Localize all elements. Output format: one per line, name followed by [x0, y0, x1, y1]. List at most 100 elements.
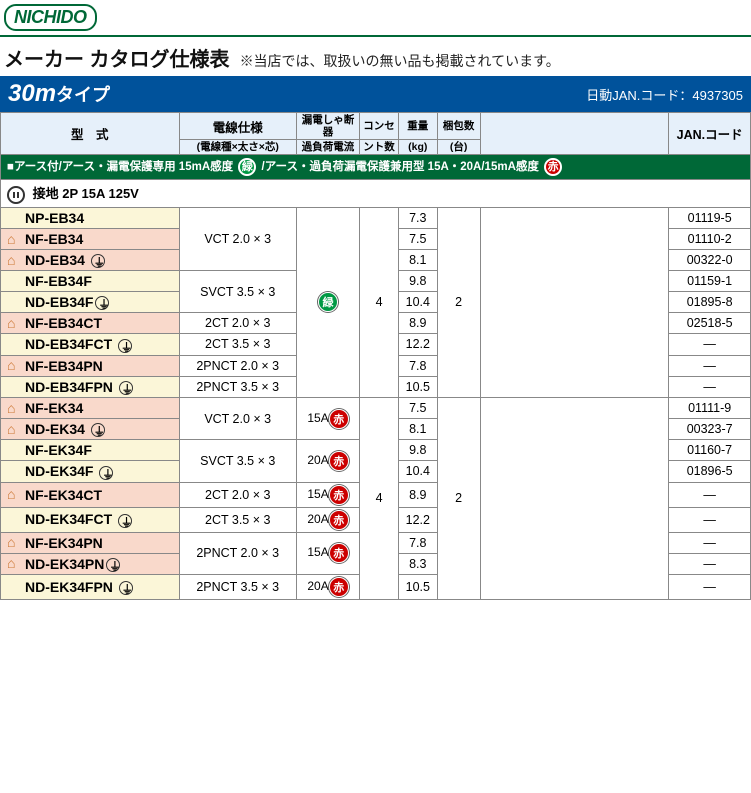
green-circle-icon: 緑 [318, 292, 338, 312]
jan-cell: 01111-9 [669, 397, 751, 418]
category-band: ■アース付/アース・漏電保護専用 15mA感度 緑 /アース・過負荷漏電保護兼用… [1, 155, 751, 180]
weight-cell: 10.5 [398, 376, 437, 397]
breaker-cell: 緑 [296, 207, 359, 397]
outlets-cell: 4 [360, 207, 399, 397]
red-circle-icon: 赤 [329, 577, 349, 597]
pack-cell: 2 [437, 397, 480, 599]
wire-cell: 2PNCT 3.5 × 3 [179, 376, 296, 397]
th-outlets-1: コンセ [360, 113, 399, 140]
model: NF-EK34 [25, 400, 83, 416]
plug-icon [7, 186, 25, 204]
subhead-text: 接地 2P 15A 125V [33, 186, 139, 201]
outlets-cell: 4 [360, 397, 399, 599]
reel-icon [7, 558, 22, 571]
spec-table: 型 式 電線仕様 漏電しゃ断器 コンセ 重量 梱包数 JAN.コード (電線種×… [0, 112, 751, 600]
model: NF-EB34 [25, 231, 83, 247]
pack-cell: 2 [437, 207, 480, 397]
subheader-row: 接地 2P 15A 125V [1, 180, 751, 208]
jan-cell: — [669, 532, 751, 553]
weight-cell: 9.8 [398, 271, 437, 292]
earth-icon [119, 381, 133, 395]
breaker-val: 20A [307, 453, 328, 467]
th-blank [480, 113, 669, 155]
wire-cell: 2PNCT 3.5 × 3 [179, 574, 296, 599]
jan-cell: 01160-7 [669, 440, 751, 461]
weight-cell: 7.3 [398, 207, 437, 228]
breaker-val: 15A [307, 411, 328, 425]
wire-cell: 2CT 2.0 × 3 [179, 482, 296, 507]
th-breaker-1: 漏電しゃ断器 [296, 113, 359, 140]
page-note: ※当店では、取扱いの無い品も掲載されています。 [240, 51, 560, 71]
red-circle-icon: 赤 [329, 451, 349, 471]
th-breaker-2: 過負荷電流 [296, 140, 359, 155]
band-text-b: /アース・過負荷漏電保護兼用型 15A・20A/15mA感度 [262, 161, 539, 173]
weight-cell: 8.1 [398, 418, 437, 439]
earth-icon [91, 254, 105, 268]
wire-cell: SVCT 3.5 × 3 [179, 271, 296, 313]
jan-cell: — [669, 553, 751, 574]
weight-cell: 7.8 [398, 355, 437, 376]
weight-cell: 7.5 [398, 397, 437, 418]
jan-cell: — [669, 574, 751, 599]
jan-cell: 01895-8 [669, 292, 751, 313]
earth-icon [118, 339, 132, 353]
jan-cell: — [669, 507, 751, 532]
red-circle-icon: 赤 [329, 510, 349, 530]
earth-icon [95, 296, 109, 310]
weight-cell: 8.1 [398, 249, 437, 270]
th-outlets-2: ント数 [360, 140, 399, 155]
model: NF-EB34CT [25, 315, 102, 331]
jan-cell: — [669, 355, 751, 376]
red-circle-icon: 赤 [329, 543, 349, 563]
model: ND-EK34FCT [25, 511, 112, 527]
page-title: メーカー カタログ仕様表 [4, 43, 230, 72]
jan-cell: 01110-2 [669, 228, 751, 249]
breaker-val: 15A [307, 487, 328, 501]
weight-cell: 8.9 [398, 482, 437, 507]
weight-cell: 10.4 [398, 292, 437, 313]
jan-cell: 01159-1 [669, 271, 751, 292]
title-row: メーカー カタログ仕様表 ※当店では、取扱いの無い品も掲載されています。 [4, 43, 747, 72]
band-text-a: ■アース付/アース・漏電保護専用 15mA感度 [7, 161, 233, 173]
jan-cell: — [669, 334, 751, 355]
jan-cell: 02518-5 [669, 313, 751, 334]
table-row: NP-EB34 VCT 2.0 × 3 緑 4 7.3 2 01119-5 [1, 207, 751, 228]
reel-icon [7, 537, 22, 550]
wire-cell: 2CT 3.5 × 3 [179, 334, 296, 355]
weight-cell: 9.8 [398, 440, 437, 461]
model: ND-EK34PN [25, 556, 104, 572]
model: ND-EB34 [25, 252, 85, 268]
model: NF-EK34PN [25, 535, 103, 551]
model: NP-EB34 [25, 210, 84, 226]
model: NF-EK34CT [25, 487, 102, 503]
breaker-val: 20A [307, 512, 328, 526]
earth-icon [99, 466, 113, 480]
th-weight-2: (kg) [398, 140, 437, 155]
earth-icon [118, 514, 132, 528]
jan-cell: 01119-5 [669, 207, 751, 228]
model: ND-EB34FPN [25, 379, 113, 395]
red-circle-icon: 赤 [329, 485, 349, 505]
wire-cell: VCT 2.0 × 3 [179, 207, 296, 270]
red-dot-icon: 赤 [544, 158, 562, 176]
th-jan: JAN.コード [669, 113, 751, 155]
reel-icon [7, 489, 22, 502]
blank-cell [480, 207, 669, 397]
wire-cell: 2PNCT 2.0 × 3 [179, 355, 296, 376]
model: ND-EK34 [25, 421, 85, 437]
model: NF-EB34F [25, 273, 92, 289]
earth-icon [106, 558, 120, 572]
model: ND-EK34F [25, 463, 93, 479]
reel-icon [7, 318, 22, 331]
reel-icon [7, 255, 22, 268]
weight-cell: 10.4 [398, 461, 437, 482]
model: NF-EK34F [25, 442, 92, 458]
th-wire: 電線仕様 [179, 113, 296, 140]
weight-cell: 7.8 [398, 532, 437, 553]
th-pack-1: 梱包数 [437, 113, 480, 140]
earth-icon [119, 581, 133, 595]
th-wire-sub: (電線種×太さ×芯) [179, 140, 296, 155]
red-circle-icon: 赤 [329, 409, 349, 429]
banner-main: 30m [8, 80, 56, 108]
wire-cell: 2CT 3.5 × 3 [179, 507, 296, 532]
